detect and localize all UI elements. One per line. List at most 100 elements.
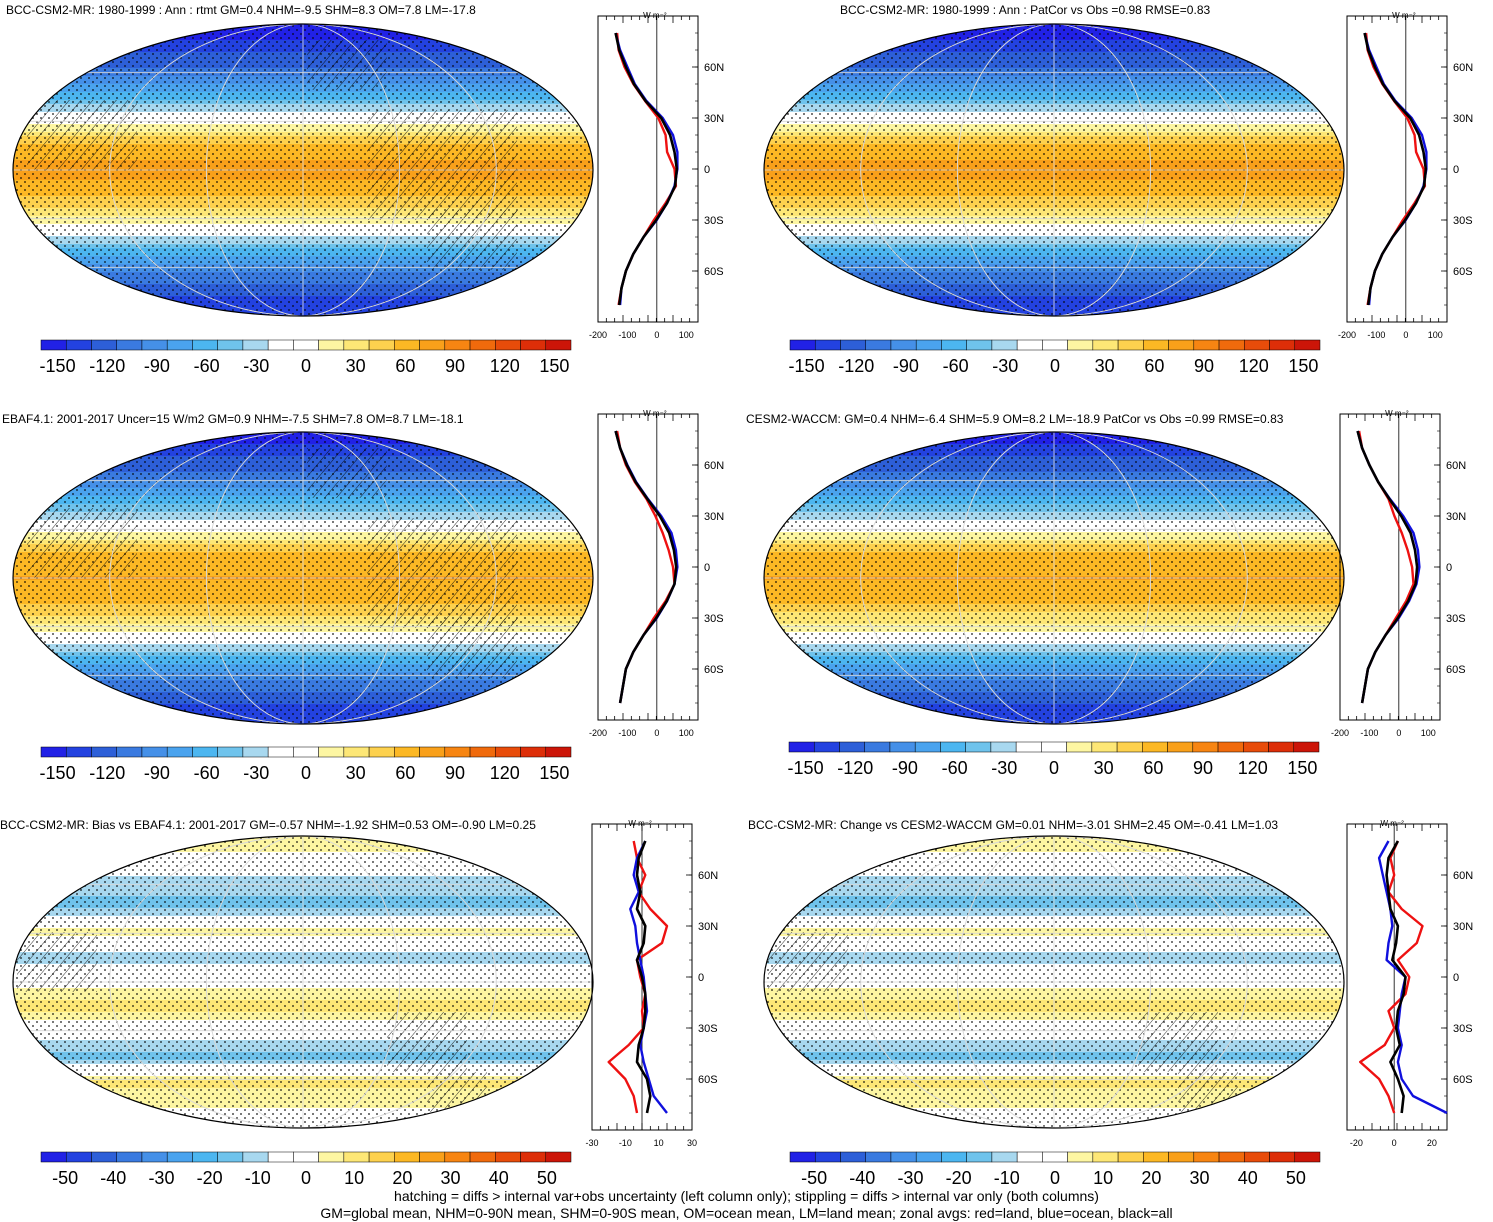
lat-tick-label: 60N bbox=[704, 62, 724, 74]
hatching bbox=[17, 932, 97, 992]
colorbar-swatch bbox=[864, 741, 891, 753]
lat-tick-label: 60N bbox=[704, 460, 724, 472]
colorbar-swatch bbox=[343, 339, 370, 351]
colorbar-swatch bbox=[242, 746, 269, 758]
colorbar-swatch bbox=[368, 1151, 395, 1163]
colorbar-swatch bbox=[343, 746, 370, 758]
lat-tick-label: 30N bbox=[1453, 113, 1473, 125]
colorbar-tick-label: 30 bbox=[1095, 356, 1115, 376]
colorbar-swatch bbox=[293, 339, 319, 351]
colorbar-swatch bbox=[419, 339, 446, 351]
colorbar-tick-label: 120 bbox=[490, 763, 520, 783]
lat-tick-label: 30S bbox=[1453, 215, 1473, 227]
colorbar-swatch bbox=[520, 339, 547, 351]
graticule-meridian bbox=[860, 24, 1248, 316]
colorbar-tick-label: -150 bbox=[40, 763, 76, 783]
colorbar-swatch bbox=[116, 1151, 143, 1163]
x-tick-label: -10 bbox=[619, 1138, 632, 1148]
hatching bbox=[367, 110, 517, 220]
colorbar-tick-label: 20 bbox=[392, 1168, 412, 1188]
colorbar-swatch bbox=[1016, 339, 1043, 351]
colorbar-swatch bbox=[991, 339, 1018, 351]
colorbar-tick-label: -120 bbox=[89, 763, 125, 783]
colorbar-swatch bbox=[394, 339, 420, 351]
panel-title-p2: BCC-CSM2-MR: 1980-1999 : Ann : PatCor vs… bbox=[840, 3, 1211, 17]
colorbar-tick-label: 50 bbox=[1286, 1168, 1306, 1188]
map-p3 bbox=[12, 431, 594, 725]
x-tick-label: 20 bbox=[1427, 1138, 1437, 1148]
colorbar-swatch bbox=[1193, 1151, 1220, 1163]
colorbar-tick-label: -60 bbox=[194, 356, 220, 376]
lat-tick-label: 60S bbox=[698, 1074, 718, 1086]
lat-tick-label: 60N bbox=[1446, 460, 1466, 472]
colorbar-swatch bbox=[814, 1151, 841, 1163]
colorbar-swatch bbox=[495, 1151, 521, 1163]
hatching bbox=[367, 518, 517, 628]
colorbar-swatch bbox=[520, 746, 547, 758]
zonal-profile-p4: W m⁻² -200 -100 0 100 60N 30N 0 30S 60S bbox=[1331, 409, 1466, 738]
colorbar-swatch bbox=[965, 741, 992, 753]
panel-title-p6: BCC-CSM2-MR: Change vs CESM2-WACCM GM=0.… bbox=[748, 818, 1279, 832]
colorbar-tick-label: -60 bbox=[943, 356, 969, 376]
colorbar-swatch bbox=[343, 1151, 370, 1163]
colorbar-swatch bbox=[1192, 741, 1219, 753]
zonal-line-all bbox=[614, 32, 679, 306]
zonal-profile-p2: W m⁻² -200 -100 0 100 60N 30N 0 30S 60S bbox=[1338, 11, 1473, 340]
colorbar-tick-label: 120 bbox=[1239, 356, 1269, 376]
lat-tick-label: 30S bbox=[1446, 613, 1466, 625]
colorbar-swatch bbox=[890, 339, 917, 351]
colorbar-swatch bbox=[813, 741, 840, 753]
colorbar-tick-label: 30 bbox=[1094, 758, 1114, 778]
colorbar-tick-label: -60 bbox=[942, 758, 968, 778]
colorbar-tick-label: -10 bbox=[245, 1168, 271, 1188]
colorbar-swatch bbox=[318, 746, 345, 758]
colorbar-swatch bbox=[116, 339, 143, 351]
lat-tick-label: 30S bbox=[1453, 1023, 1473, 1035]
colorbar-swatch bbox=[545, 339, 572, 351]
footer-note-legend: GM=global mean, NHM=0-90N mean, SHM=0-90… bbox=[320, 1205, 1173, 1221]
colorbar-p3: -150 -120 -90 -60 -30 0 30 60 90 120 150 bbox=[40, 746, 572, 783]
colorbar-swatch bbox=[495, 339, 521, 351]
colorbar-swatch bbox=[444, 339, 471, 351]
zonal-line-all bbox=[1385, 840, 1407, 1114]
colorbar-swatch bbox=[915, 1151, 942, 1163]
x-tick-label: -200 bbox=[1331, 728, 1349, 738]
graticule-meridian bbox=[205, 24, 401, 316]
colorbar-tick-label: 30 bbox=[441, 1168, 461, 1188]
x-tick-label: 10 bbox=[654, 1138, 664, 1148]
colorbar-p6: -50 -40 -30 -20 -10 0 10 20 30 40 50 bbox=[789, 1151, 1321, 1188]
colorbar-tick-label: -150 bbox=[789, 356, 825, 376]
graticule-meridian bbox=[956, 432, 1152, 724]
colorbar-swatch bbox=[1091, 741, 1118, 753]
colorbar-swatch bbox=[242, 1151, 269, 1163]
colorbar-tick-label: -30 bbox=[897, 1168, 923, 1188]
graticule-meridian bbox=[109, 24, 497, 316]
panel-title-p3: EBAF4.1: 2001-2017 Uncer=15 W/m2 GM=0.9 … bbox=[2, 412, 464, 426]
colorbar-swatch bbox=[1293, 741, 1320, 753]
map-outline bbox=[763, 23, 1345, 317]
map-p6 bbox=[763, 835, 1345, 1129]
colorbar-swatch bbox=[192, 339, 218, 351]
graticule-meridian bbox=[109, 432, 497, 724]
colorbar-swatch bbox=[941, 339, 967, 351]
colorbar-tick-label: -20 bbox=[946, 1168, 972, 1188]
colorbar-swatch bbox=[166, 339, 193, 351]
graticule-meridian bbox=[860, 836, 1248, 1128]
colorbar-swatch bbox=[520, 1151, 547, 1163]
colorbar-swatch bbox=[991, 1151, 1018, 1163]
colorbar-swatch bbox=[1244, 1151, 1270, 1163]
colorbar-tick-label: 90 bbox=[1193, 758, 1213, 778]
colorbar-swatch bbox=[40, 1151, 67, 1163]
colorbar-swatch bbox=[966, 1151, 993, 1163]
colorbar-swatch bbox=[141, 1151, 168, 1163]
lat-tick-label: 30N bbox=[1446, 511, 1466, 523]
colorbar-swatch bbox=[192, 1151, 218, 1163]
colorbar-swatch bbox=[1218, 339, 1245, 351]
lat-tick-label: 60S bbox=[1453, 266, 1473, 278]
hatching bbox=[27, 508, 137, 578]
x-tick-label: 0 bbox=[1392, 1138, 1397, 1148]
colorbar-p4: -150 -120 -90 -60 -30 0 30 60 90 120 150 bbox=[788, 741, 1320, 778]
lat-tick-label: 0 bbox=[1453, 972, 1459, 984]
colorbar-tick-label: -30 bbox=[992, 356, 1018, 376]
hatching bbox=[307, 448, 387, 498]
